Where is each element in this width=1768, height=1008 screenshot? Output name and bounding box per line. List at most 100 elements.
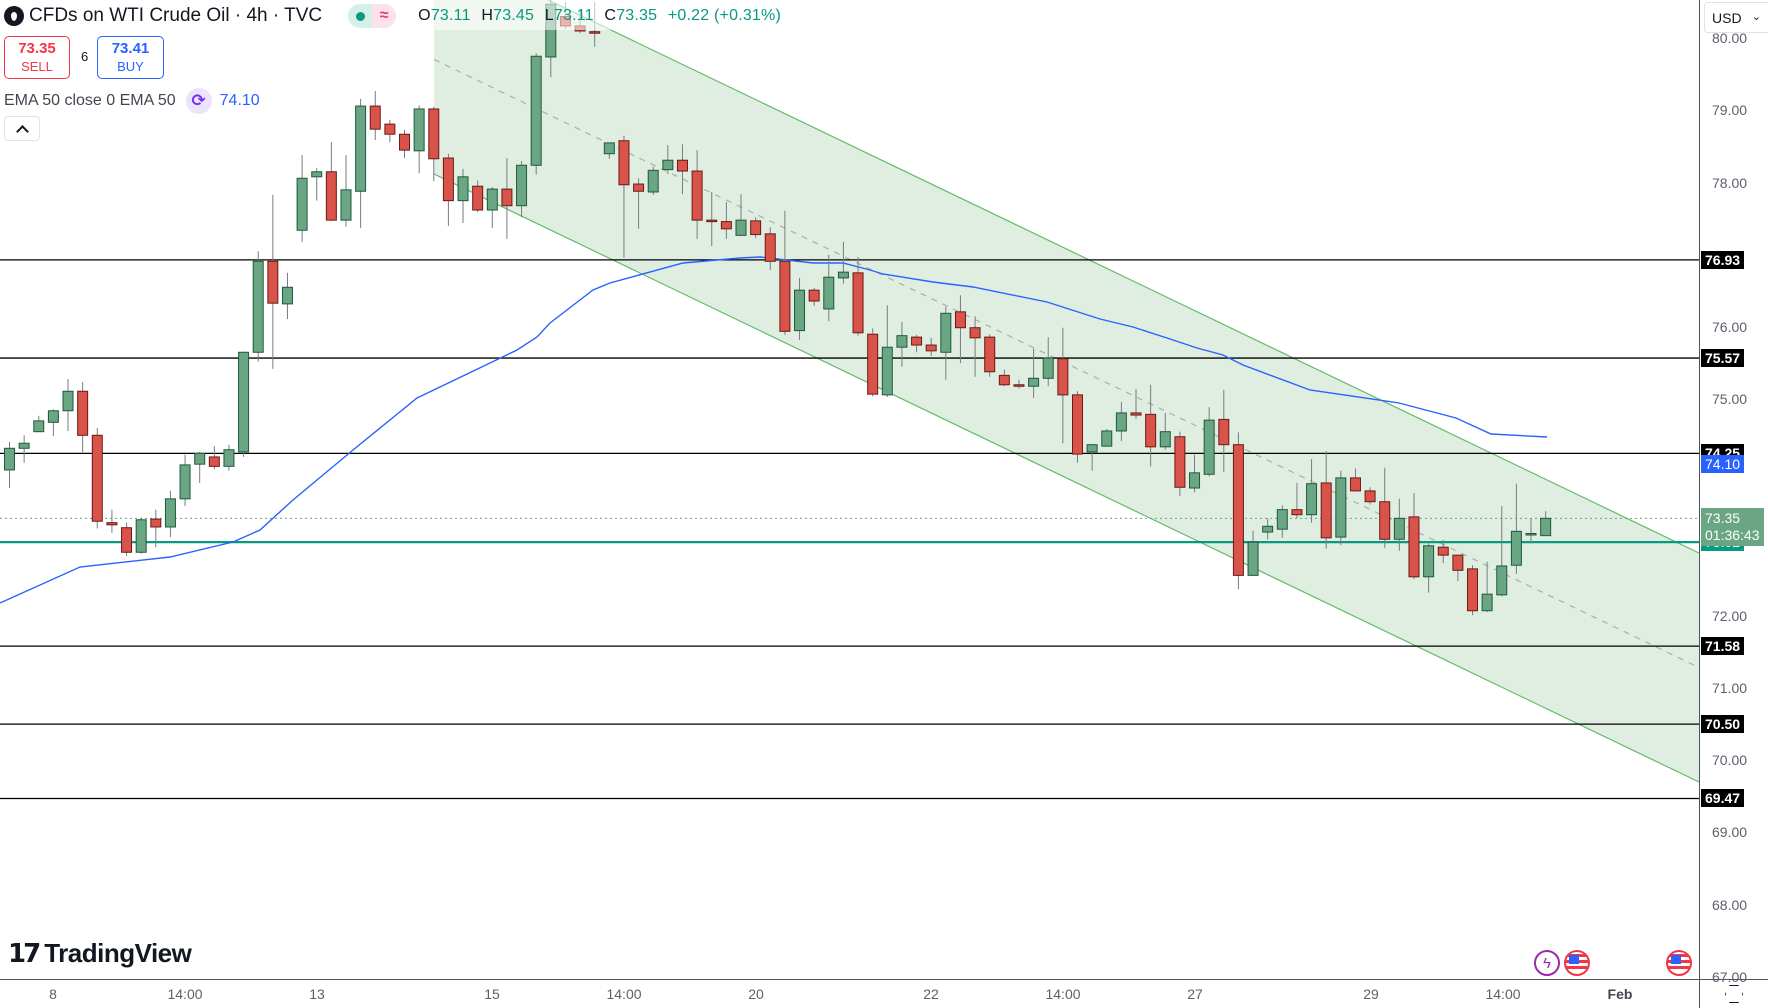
candle-up xyxy=(1042,357,1054,379)
price-level-tag: 74.10 xyxy=(1701,455,1745,474)
candle-down xyxy=(106,522,118,526)
market-open-dot-icon[interactable] xyxy=(348,4,373,28)
tradingview-logo[interactable]: 17 TradingView xyxy=(8,938,192,969)
time-tick-label: 13 xyxy=(309,986,325,1002)
candle-up xyxy=(4,447,15,471)
buy-button[interactable]: 73.41 BUY xyxy=(97,36,164,79)
candle-up xyxy=(1423,545,1435,578)
candle-up xyxy=(794,289,806,332)
ohlc-values: O73.11 H73.45 L73.11 C73.35 +0.22 (+0.31… xyxy=(418,7,787,25)
candle-down xyxy=(428,108,440,160)
time-axis[interactable]: 8 14:00 13 15 14:00 20 22 14:00 27 29 14:00 Feb xyxy=(0,979,1699,1008)
candle-up xyxy=(1159,431,1171,448)
candle-down xyxy=(1467,568,1478,612)
time-tick-label: Feb xyxy=(1607,986,1633,1002)
collapse-legend-button[interactable] xyxy=(4,116,40,141)
close-value: 73.35 xyxy=(616,7,658,24)
candle-up xyxy=(164,498,176,528)
candle-up xyxy=(881,346,893,396)
open-value: 73.11 xyxy=(430,7,471,24)
us-flag-icon[interactable] xyxy=(1666,950,1692,976)
candle-up xyxy=(18,442,30,449)
price-tick-label: 80.00 xyxy=(1712,30,1748,47)
price-tick-label: 75.00 xyxy=(1712,391,1748,408)
sell-button[interactable]: 73.35 SELL xyxy=(4,36,70,79)
candle-down xyxy=(1218,418,1230,446)
candle-up xyxy=(179,464,191,500)
candle-up xyxy=(355,105,367,192)
candle-up xyxy=(340,189,352,221)
candle-down xyxy=(969,327,981,339)
price-axis[interactable]: 80.00 79.00 78.00 76.00 75.00 72.00 71.00 70.00… xyxy=(1699,0,1768,985)
indicator-label[interactable]: EMA 50 close 0 EMA 50 xyxy=(4,92,176,109)
candle-down xyxy=(442,157,454,202)
candle-up xyxy=(1247,541,1259,576)
candle-up xyxy=(1510,530,1522,566)
candle-up xyxy=(1306,483,1318,516)
candle-up xyxy=(837,271,849,279)
time-tick-label: 8 xyxy=(49,986,57,1002)
tradingview-logo-text: TradingView xyxy=(44,938,192,968)
us-flag-icon[interactable] xyxy=(1564,950,1590,976)
candle-down xyxy=(369,105,381,130)
time-tick-label: 22 xyxy=(923,986,939,1002)
chevron-down-icon: ⌄ xyxy=(1751,11,1761,23)
candle-down xyxy=(1452,554,1464,571)
candle-up xyxy=(603,142,615,155)
candle-down xyxy=(1057,358,1069,396)
spread-value: 6 xyxy=(81,49,89,64)
candle-up xyxy=(1101,430,1113,447)
currency-selector[interactable]: USD ⌄ xyxy=(1704,2,1768,33)
candle-up xyxy=(1496,565,1508,596)
candle-down xyxy=(750,220,762,236)
tradingview-logo-mark-icon: 17 xyxy=(8,938,41,969)
candle-up xyxy=(1276,509,1288,530)
delayed-data-icon[interactable]: ≈ xyxy=(372,4,397,28)
symbol-title[interactable]: CFDs on WTI Crude Oil · 4h · TVC xyxy=(29,5,323,26)
candle-up xyxy=(1115,412,1127,432)
settings-hexagon-icon xyxy=(1725,985,1743,1003)
high-value: 73.45 xyxy=(493,7,535,24)
price-level-tag: 70.50 xyxy=(1701,715,1745,734)
candle-down xyxy=(501,188,513,207)
chart-plot-area[interactable] xyxy=(0,0,1699,979)
chart-settings-button[interactable] xyxy=(1699,979,1768,1008)
open-label: O xyxy=(418,7,431,24)
candle-up xyxy=(413,108,425,152)
candle-down xyxy=(1013,384,1025,387)
market-status-pill[interactable]: ≈ xyxy=(348,4,397,28)
candle-up xyxy=(62,390,74,412)
candle-down xyxy=(121,527,133,553)
price-level-tag: 69.47 xyxy=(1701,789,1745,808)
candle-up xyxy=(311,171,323,178)
candle-down xyxy=(1071,394,1083,455)
candle-down xyxy=(618,140,630,186)
currency-label: USD xyxy=(1712,10,1742,26)
candle-up xyxy=(47,410,59,423)
candle-up xyxy=(823,276,835,310)
candle-down xyxy=(764,233,776,262)
time-tick-label: 27 xyxy=(1187,986,1203,1002)
candle-down xyxy=(720,221,732,230)
candle-down xyxy=(1174,436,1186,488)
time-tick-label: 20 xyxy=(748,986,764,1002)
time-tick-label: 14:00 xyxy=(1485,986,1521,1002)
candle-down xyxy=(1291,509,1303,516)
candle-down xyxy=(633,183,645,192)
candle-up xyxy=(1086,444,1098,453)
crude-oil-drop-icon xyxy=(4,6,24,26)
indicator-legend-ema[interactable]: EMA 50 close 0 EMA 50 ⟳ 74.10 xyxy=(4,88,260,114)
candle-down xyxy=(267,260,279,304)
candlestick-chart[interactable] xyxy=(0,0,1699,979)
channel-lower-line xyxy=(433,173,1699,783)
lightning-icon[interactable]: ϟ xyxy=(1534,950,1560,976)
symbol-header: CFDs on WTI Crude Oil · 4h · TVC ≈ O73.1… xyxy=(4,4,787,28)
bar-countdown: 01:36:43 xyxy=(1705,527,1760,544)
candle-up xyxy=(1028,377,1040,387)
refresh-icon[interactable]: ⟳ xyxy=(185,88,212,114)
low-label: L xyxy=(544,7,554,24)
last-price-tag: 73.35 01:36:43 xyxy=(1701,508,1764,547)
candle-down xyxy=(208,456,220,467)
candle-down xyxy=(1130,412,1142,416)
